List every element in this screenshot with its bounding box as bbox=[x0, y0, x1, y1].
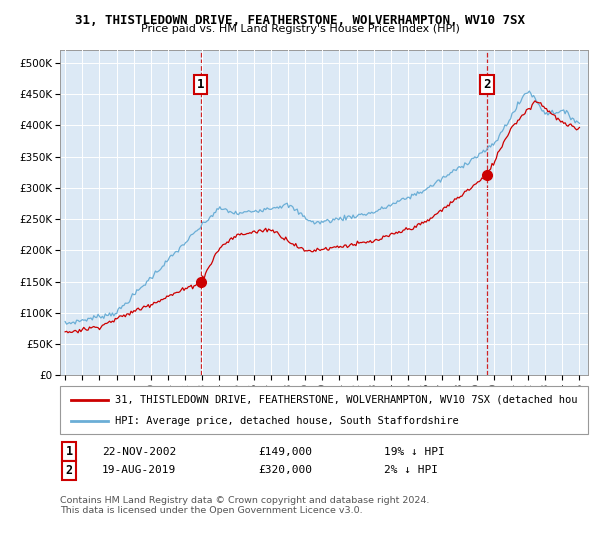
Text: Contains HM Land Registry data © Crown copyright and database right 2024.
This d: Contains HM Land Registry data © Crown c… bbox=[60, 496, 430, 515]
Text: 31, THISTLEDOWN DRIVE, FEATHERSTONE, WOLVERHAMPTON, WV10 7SX: 31, THISTLEDOWN DRIVE, FEATHERSTONE, WOL… bbox=[75, 14, 525, 27]
Text: 19% ↓ HPI: 19% ↓ HPI bbox=[384, 447, 445, 457]
Text: 2: 2 bbox=[484, 78, 491, 91]
Text: HPI: Average price, detached house, South Staffordshire: HPI: Average price, detached house, Sout… bbox=[115, 416, 459, 426]
Text: £149,000: £149,000 bbox=[258, 447, 312, 457]
Text: Price paid vs. HM Land Registry's House Price Index (HPI): Price paid vs. HM Land Registry's House … bbox=[140, 24, 460, 34]
Text: 1: 1 bbox=[197, 78, 205, 91]
Text: 31, THISTLEDOWN DRIVE, FEATHERSTONE, WOLVERHAMPTON, WV10 7SX (detached hou: 31, THISTLEDOWN DRIVE, FEATHERSTONE, WOL… bbox=[115, 395, 578, 405]
Text: 2% ↓ HPI: 2% ↓ HPI bbox=[384, 465, 438, 475]
Text: £320,000: £320,000 bbox=[258, 465, 312, 475]
Text: 1: 1 bbox=[65, 445, 73, 459]
Text: 19-AUG-2019: 19-AUG-2019 bbox=[102, 465, 176, 475]
FancyBboxPatch shape bbox=[60, 386, 588, 434]
Text: 22-NOV-2002: 22-NOV-2002 bbox=[102, 447, 176, 457]
Text: 2: 2 bbox=[65, 464, 73, 477]
